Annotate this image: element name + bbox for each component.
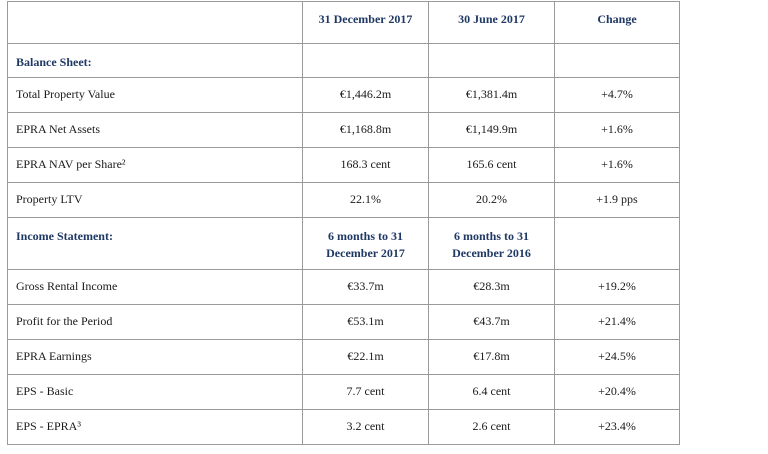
row-label: Profit for the Period (7, 304, 303, 340)
header-empty-cell (7, 1, 303, 44)
value-change: +4.7% (554, 77, 680, 113)
header-col-change: Change (554, 1, 680, 44)
value-current: €1,168.8m (302, 112, 429, 148)
value-change: +19.2% (554, 269, 680, 305)
value-prior: €1,381.4m (428, 77, 555, 113)
value-current: €1,446.2m (302, 77, 429, 113)
table-row: EPS - Basic 7.7 cent 6.4 cent +20.4% (7, 374, 680, 410)
value-current: 22.1% (302, 182, 429, 218)
row-label: EPS - EPRA³ (7, 409, 303, 445)
value-prior: €1,149.9m (428, 112, 555, 148)
section-title-income-statement: Income Statement: (7, 217, 303, 270)
value-prior: €43.7m (428, 304, 555, 340)
row-label: Property LTV (7, 182, 303, 218)
value-current: 3.2 cent (302, 409, 429, 445)
value-prior: 6.4 cent (428, 374, 555, 410)
table-row: Total Property Value €1,446.2m €1,381.4m… (7, 77, 680, 113)
table-row: EPRA Earnings €22.1m €17.8m +24.5% (7, 339, 680, 375)
value-current: €22.1m (302, 339, 429, 375)
table-header-row: 31 December 2017 30 June 2017 Change (7, 1, 680, 44)
value-prior: 2.6 cent (428, 409, 555, 445)
header-col-jun-2017: 30 June 2017 (428, 1, 555, 44)
value-change: +1.6% (554, 147, 680, 183)
table-row: EPRA Net Assets €1,168.8m €1,149.9m +1.6… (7, 112, 680, 148)
row-label: EPRA NAV per Share² (7, 147, 303, 183)
value-prior: €28.3m (428, 269, 555, 305)
value-change: +1.6% (554, 112, 680, 148)
table-row: Property LTV 22.1% 20.2% +1.9 pps (7, 182, 680, 218)
value-change: +21.4% (554, 304, 680, 340)
value-change: +20.4% (554, 374, 680, 410)
financial-summary-table: 31 December 2017 30 June 2017 Change Bal… (7, 1, 680, 445)
header-col-6m-2017: 6 months to 31 December 2017 (302, 217, 429, 270)
value-current: €33.7m (302, 269, 429, 305)
value-current: €53.1m (302, 304, 429, 340)
row-label: EPS - Basic (7, 374, 303, 410)
value-change: +1.9 pps (554, 182, 680, 218)
value-prior: €17.8m (428, 339, 555, 375)
value-current: 168.3 cent (302, 147, 429, 183)
value-prior: 20.2% (428, 182, 555, 218)
table-row: Profit for the Period €53.1m €43.7m +21.… (7, 304, 680, 340)
value-change: +23.4% (554, 409, 680, 445)
header-col-6m-2016: 6 months to 31 December 2016 (428, 217, 555, 270)
row-label: Gross Rental Income (7, 269, 303, 305)
row-label: EPRA Net Assets (7, 112, 303, 148)
row-label: EPRA Earnings (7, 339, 303, 375)
table-row: EPRA NAV per Share² 168.3 cent 165.6 cen… (7, 147, 680, 183)
table-row: EPS - EPRA³ 3.2 cent 2.6 cent +23.4% (7, 409, 680, 445)
row-label: Total Property Value (7, 77, 303, 113)
section-title-balance-sheet: Balance Sheet: (7, 43, 303, 78)
header-col-dec-2017: 31 December 2017 (302, 1, 429, 44)
value-prior: 165.6 cent (428, 147, 555, 183)
value-change: +24.5% (554, 339, 680, 375)
section-row-income-statement: Income Statement: 6 months to 31 Decembe… (7, 217, 680, 270)
value-current: 7.7 cent (302, 374, 429, 410)
table-row: Gross Rental Income €33.7m €28.3m +19.2% (7, 269, 680, 305)
section-row-balance-sheet: Balance Sheet: (7, 43, 680, 78)
